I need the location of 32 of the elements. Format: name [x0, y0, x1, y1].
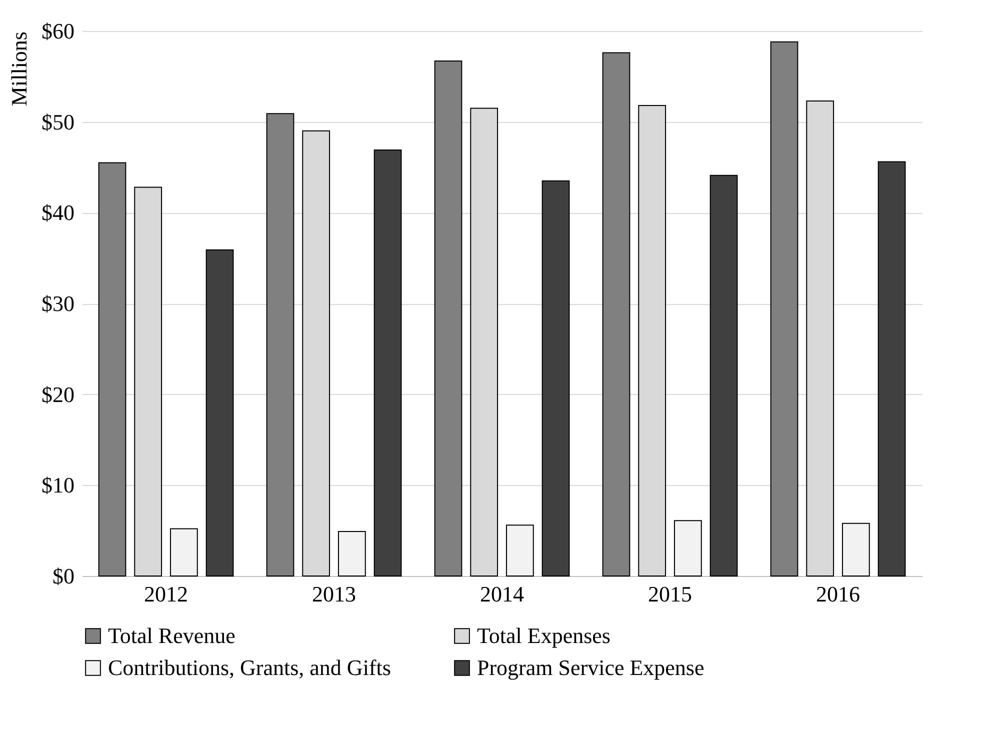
legend-label: Contributions, Grants, and Gifts — [108, 655, 391, 680]
bar — [674, 520, 702, 576]
legend-label: Total Expenses — [477, 623, 610, 648]
bar — [878, 161, 906, 576]
bar — [266, 113, 294, 576]
bar — [338, 530, 366, 576]
bar — [710, 174, 738, 576]
y-tick-label: $40 — [42, 200, 74, 226]
bar — [542, 180, 570, 576]
bar — [842, 522, 870, 576]
y-tick-label: $30 — [42, 291, 74, 316]
y-tick-label: $10 — [42, 472, 74, 498]
x-tick-label: 2013 — [312, 582, 356, 606]
y-tick-label: $0 — [52, 564, 74, 588]
bar — [170, 528, 198, 576]
bar — [374, 149, 402, 576]
bar — [770, 41, 798, 576]
y-tick-label: $20 — [42, 382, 74, 407]
bar — [98, 162, 126, 576]
y-tick-label: $50 — [42, 109, 74, 134]
x-tick-label: 2014 — [480, 582, 524, 606]
y-axis-title: Millions — [6, 32, 32, 106]
x-tick-label: 2015 — [648, 582, 692, 606]
bar — [506, 524, 534, 576]
legend-label: Program Service Expense — [477, 655, 704, 680]
x-tick-label: 2016 — [816, 582, 860, 606]
bar — [206, 249, 234, 576]
bar — [434, 60, 462, 576]
x-tick-label: 2012 — [144, 582, 188, 606]
legend-label: Total Revenue — [108, 623, 236, 648]
y-tick-label: $60 — [42, 18, 74, 44]
bar — [602, 52, 630, 576]
